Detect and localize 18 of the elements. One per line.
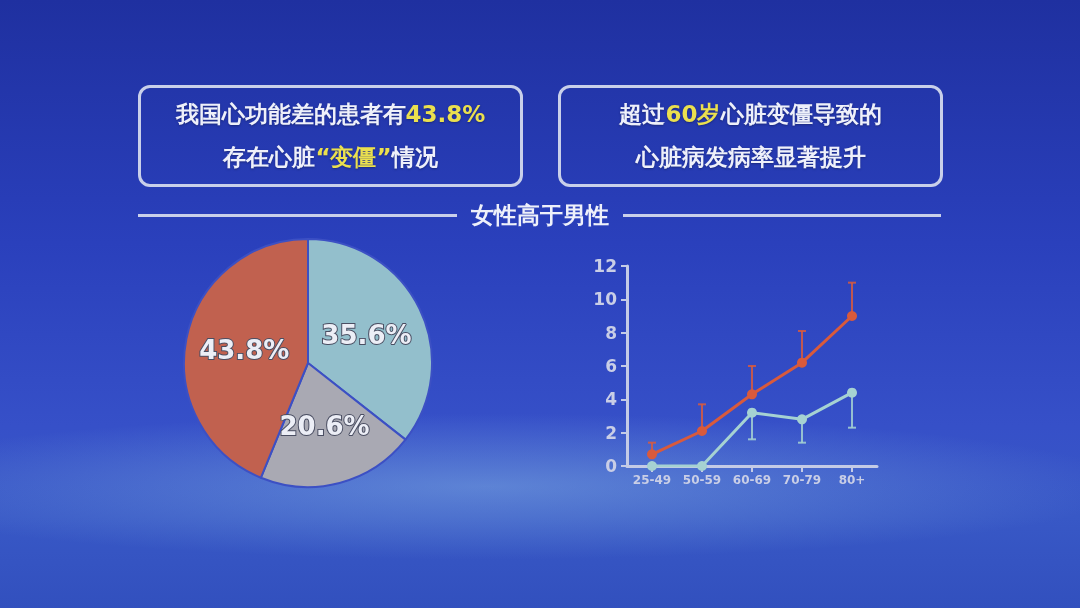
chart-title: 超过60岁心脏变僵导致的心脏病发病率显著提升	[618, 100, 883, 172]
data-label: 20.6%	[279, 410, 370, 441]
y-tick-label: 10	[593, 289, 618, 310]
y-tick-label: 4	[605, 389, 618, 410]
x-tick-label: 60-69	[732, 473, 772, 487]
y-tick-label: 2	[605, 422, 617, 443]
x-tick-label: 50-59	[682, 473, 722, 487]
chart-title: 我国心功能差的患者有43.8%存在心脏“变僵”情况	[175, 101, 486, 170]
y-tick-label: 8	[605, 322, 617, 343]
x-tick-label: 80+	[838, 473, 866, 487]
data-label: 43.8%	[199, 335, 290, 366]
data-label: 35.6%	[321, 319, 412, 350]
chart-subtitle: 女性高于男性	[469, 200, 610, 230]
y-tick-label: 12	[593, 256, 617, 276]
x-tick-label: 25-49	[632, 473, 672, 487]
x-tick-label: 70-79	[782, 473, 822, 487]
y-tick-label: 0	[605, 456, 618, 476]
y-tick-label: 6	[605, 356, 617, 376]
